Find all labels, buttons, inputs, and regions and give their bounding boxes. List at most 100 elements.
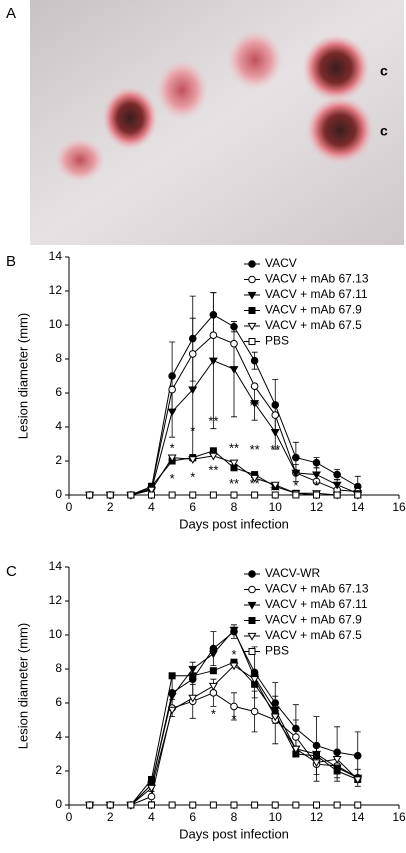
marker bbox=[271, 491, 279, 499]
x-tick-label: 2 bbox=[107, 810, 114, 824]
legend-label: VACV + mAb 67.13 bbox=[265, 272, 369, 286]
marker bbox=[168, 372, 176, 380]
lesion bbox=[306, 96, 374, 164]
marker bbox=[250, 356, 259, 365]
x-tick-label: 14 bbox=[351, 500, 365, 514]
legend-marker bbox=[248, 585, 256, 594]
marker bbox=[230, 702, 238, 711]
marker bbox=[106, 491, 114, 499]
legend-marker bbox=[248, 617, 256, 624]
legend-label: PBS bbox=[265, 644, 289, 658]
marker bbox=[292, 491, 300, 499]
annotation: ** bbox=[250, 476, 260, 491]
marker bbox=[86, 491, 94, 499]
y-tick-label: 6 bbox=[55, 695, 62, 709]
x-tick-label: 8 bbox=[231, 500, 238, 514]
marker bbox=[229, 459, 239, 468]
marker bbox=[312, 471, 321, 480]
x-tick-label: 12 bbox=[310, 810, 324, 824]
annotation: ** bbox=[270, 483, 280, 498]
x-tick-label: 10 bbox=[269, 810, 283, 824]
marker bbox=[86, 801, 94, 809]
marker bbox=[271, 411, 280, 419]
series-line bbox=[89, 661, 358, 806]
x-tick-label: 14 bbox=[351, 810, 365, 824]
marker bbox=[208, 452, 218, 461]
marker bbox=[147, 784, 156, 793]
y-tick-label: 2 bbox=[55, 453, 62, 467]
marker bbox=[332, 756, 342, 764]
marker bbox=[271, 699, 280, 707]
annotation: * bbox=[190, 424, 195, 439]
marker bbox=[230, 491, 238, 499]
marker bbox=[313, 752, 320, 760]
marker bbox=[168, 385, 176, 394]
marker bbox=[291, 469, 301, 478]
annotation: ** bbox=[208, 413, 218, 428]
annotation: * bbox=[211, 706, 216, 721]
marker bbox=[312, 458, 321, 467]
marker bbox=[208, 357, 218, 366]
marker bbox=[188, 665, 198, 674]
panel-label: B bbox=[6, 253, 16, 270]
marker bbox=[313, 491, 320, 499]
series-line bbox=[89, 628, 358, 806]
legend-marker bbox=[248, 338, 256, 345]
annotation: * bbox=[335, 478, 340, 493]
marker bbox=[292, 724, 300, 733]
legend-marker bbox=[248, 260, 256, 268]
marker bbox=[127, 801, 135, 809]
marker bbox=[188, 456, 198, 464]
marker bbox=[168, 801, 176, 809]
marker bbox=[167, 454, 177, 463]
y-tick-label: 14 bbox=[49, 559, 63, 573]
marker bbox=[250, 474, 260, 483]
marker bbox=[353, 751, 362, 760]
legend-marker bbox=[247, 322, 257, 331]
x-tick-label: 6 bbox=[189, 810, 196, 824]
marker bbox=[292, 453, 300, 462]
panel-label: C bbox=[6, 563, 17, 580]
marker bbox=[209, 491, 217, 499]
marker bbox=[270, 481, 280, 490]
marker bbox=[106, 801, 114, 809]
marker bbox=[250, 707, 259, 716]
y-tick-label: 10 bbox=[49, 317, 63, 331]
y-axis-label: Lesion diameter (mm) bbox=[15, 313, 30, 439]
y-tick-label: 8 bbox=[55, 351, 62, 365]
marker bbox=[230, 339, 238, 348]
legend-label: PBS bbox=[265, 334, 289, 348]
marker bbox=[229, 626, 239, 635]
x-tick-label: 0 bbox=[66, 500, 73, 514]
legend-marker bbox=[247, 632, 257, 641]
y-tick-label: 12 bbox=[49, 593, 63, 607]
marker bbox=[312, 759, 321, 768]
marker bbox=[270, 429, 280, 437]
marker bbox=[188, 350, 197, 358]
y-tick-label: 12 bbox=[49, 283, 63, 297]
y-tick-label: 10 bbox=[49, 627, 63, 641]
legend-marker bbox=[248, 648, 256, 655]
legend-label: VACV + mAb 67.9 bbox=[265, 613, 362, 627]
photo: c c bbox=[30, 0, 404, 245]
x-tick-label: 16 bbox=[392, 810, 406, 824]
marker bbox=[209, 667, 217, 675]
legend-marker bbox=[247, 291, 257, 300]
annotation: * bbox=[293, 478, 298, 493]
marker bbox=[167, 408, 177, 417]
x-tick-label: 8 bbox=[231, 810, 238, 824]
x-tick-label: 4 bbox=[148, 810, 155, 824]
annotation: * bbox=[314, 478, 319, 493]
marker bbox=[209, 311, 218, 319]
legend-label: VACV-WR bbox=[265, 566, 320, 580]
annotation: ** bbox=[229, 441, 239, 456]
marker bbox=[292, 801, 300, 809]
annotation: * bbox=[190, 469, 195, 484]
y-tick-label: 4 bbox=[55, 729, 62, 743]
marker bbox=[208, 682, 218, 691]
x-axis-label: Days post infection bbox=[179, 826, 289, 841]
marker bbox=[251, 491, 259, 499]
x-axis-label: Days post infection bbox=[179, 516, 289, 531]
marker bbox=[208, 650, 218, 659]
lesion bbox=[55, 138, 105, 182]
